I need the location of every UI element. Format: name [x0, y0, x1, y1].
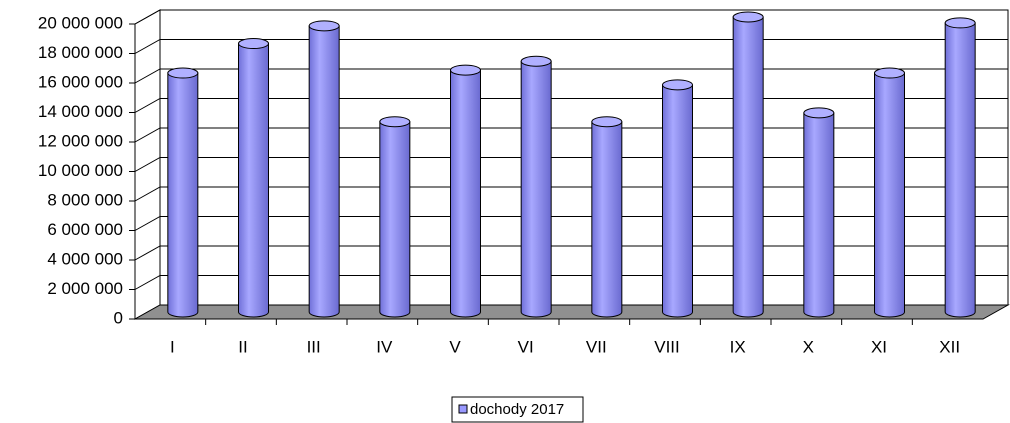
cylinder-body	[308, 25, 340, 318]
x-tick-label: VI	[518, 337, 534, 356]
cylinder-top	[379, 116, 411, 128]
cylinder-top	[591, 116, 623, 128]
cylinder-top	[874, 67, 905, 79]
bar	[167, 67, 199, 318]
x-tick-label: IX	[730, 337, 746, 356]
x-tick-label: XI	[871, 337, 887, 356]
grid-line	[134, 68, 1008, 84]
cylinder-top	[308, 20, 340, 32]
cylinder-top	[944, 17, 976, 29]
x-tick-label: VIII	[654, 337, 680, 356]
cylinder-body	[732, 16, 764, 318]
y-tick-label: 10 000 000	[38, 161, 123, 180]
grid-line	[134, 245, 1008, 261]
y-tick-label: 20 000 000	[38, 13, 123, 32]
grid-line	[134, 157, 1008, 172]
x-tick-label: I	[170, 337, 175, 356]
cylinder-top	[803, 107, 835, 119]
cylinder-body	[591, 121, 623, 318]
x-tick-label: X	[803, 337, 814, 356]
y-tick-label: 4 000 000	[47, 249, 123, 268]
cylinder-body	[874, 72, 905, 318]
grid-line	[134, 275, 1008, 290]
bar	[732, 11, 764, 318]
y-tick-label: 14 000 000	[38, 102, 123, 121]
bar	[803, 107, 835, 318]
grid-line	[134, 9, 1008, 25]
x-tick-label: V	[449, 337, 461, 356]
x-tick-label: II	[238, 337, 247, 356]
bar	[874, 67, 905, 318]
cylinder-body	[379, 121, 411, 318]
bar	[944, 17, 976, 318]
bar	[308, 20, 340, 318]
x-tick-label: IV	[376, 337, 393, 356]
y-tick-label: 6 000 000	[47, 220, 123, 239]
grid-line	[134, 216, 1008, 231]
grid-line	[134, 98, 1008, 113]
y-tick-label: 8 000 000	[47, 190, 123, 209]
grid-line	[134, 127, 1008, 143]
bar	[662, 79, 693, 318]
cylinder-top	[167, 67, 199, 79]
y-tick-label: 12 000 000	[38, 131, 123, 150]
y-tick-label: 0	[114, 308, 123, 327]
y-tick-label: 18 000 000	[38, 43, 123, 62]
cylinder-body	[803, 112, 835, 318]
cylinder-body	[167, 72, 199, 318]
cylinder-body	[520, 60, 552, 318]
cylinder-body	[450, 69, 481, 318]
cylinder-body	[662, 84, 693, 318]
bar	[591, 116, 623, 318]
cylinder-top	[450, 64, 481, 76]
grid-line	[134, 39, 1008, 54]
x-tick-label: VII	[586, 337, 607, 356]
bar	[379, 116, 411, 318]
bar	[450, 64, 481, 318]
legend-label: dochody 2017	[470, 401, 564, 418]
cylinder-top	[238, 38, 269, 50]
y-tick-label: 16 000 000	[38, 72, 123, 91]
cylinder-top	[662, 79, 693, 91]
cylinder-body	[238, 43, 269, 318]
cylinder-top	[520, 55, 552, 67]
legend-swatch	[458, 404, 468, 414]
cylinder-body	[944, 22, 976, 318]
grid-line	[134, 186, 1008, 202]
y-tick-label: 2 000 000	[47, 279, 123, 298]
x-tick-label: III	[307, 337, 321, 356]
bar	[238, 38, 269, 318]
x-tick-label: XII	[939, 337, 960, 356]
legend-box	[451, 396, 584, 423]
cylinder-top	[732, 11, 764, 23]
bar	[520, 55, 552, 318]
legend: dochody 2017	[451, 396, 584, 423]
